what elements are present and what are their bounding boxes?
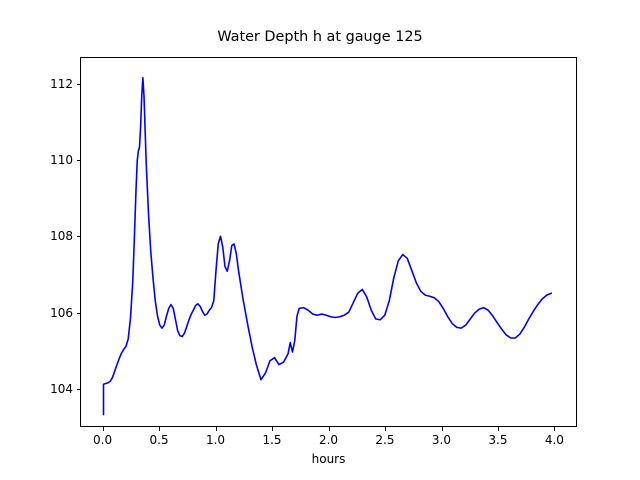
- y-tick-label: 106: [50, 305, 73, 320]
- x-tick-label: 3.5: [488, 433, 508, 447]
- y-tick-label: 112: [50, 76, 73, 91]
- series-line-h-at-gauge-125: [102, 76, 553, 416]
- y-tick-mark: [76, 236, 80, 238]
- x-tick-mark: [272, 427, 274, 431]
- x-tick-label: 2.5: [375, 433, 395, 447]
- x-tick-label: 1.5: [262, 433, 282, 447]
- x-tick-label: 0.5: [149, 433, 169, 447]
- y-tick-mark: [76, 83, 80, 85]
- plot-area: [80, 57, 577, 427]
- y-tick-label: 104: [50, 381, 73, 396]
- chart-title: Water Depth h at gauge 125: [217, 29, 423, 45]
- x-tick-label: 1.0: [205, 433, 226, 447]
- y-tick-mark: [76, 312, 80, 314]
- x-tick-label: 2.0: [318, 433, 339, 447]
- x-tick-label: 0.0: [93, 433, 113, 447]
- y-tick-mark: [76, 388, 80, 390]
- y-tick-label: 108: [50, 229, 73, 244]
- x-tick-mark: [497, 427, 499, 431]
- x-tick-mark: [215, 427, 217, 431]
- x-tick-mark: [441, 427, 443, 431]
- data-line-svg: [102, 76, 553, 416]
- x-tick-mark: [385, 427, 387, 431]
- y-tick-label: 110: [50, 152, 73, 167]
- x-tick-mark: [159, 427, 161, 431]
- x-tick-label: 3.0: [431, 433, 451, 447]
- x-tick-mark: [102, 427, 104, 431]
- x-tick-label: 4.0: [544, 433, 564, 447]
- y-axis-tick-labels: 104 106 108 110 112: [0, 0, 73, 480]
- x-tick-mark: [554, 427, 556, 431]
- x-tick-mark: [328, 427, 330, 431]
- x-axis-label: hours: [311, 452, 346, 466]
- y-tick-mark: [76, 160, 80, 162]
